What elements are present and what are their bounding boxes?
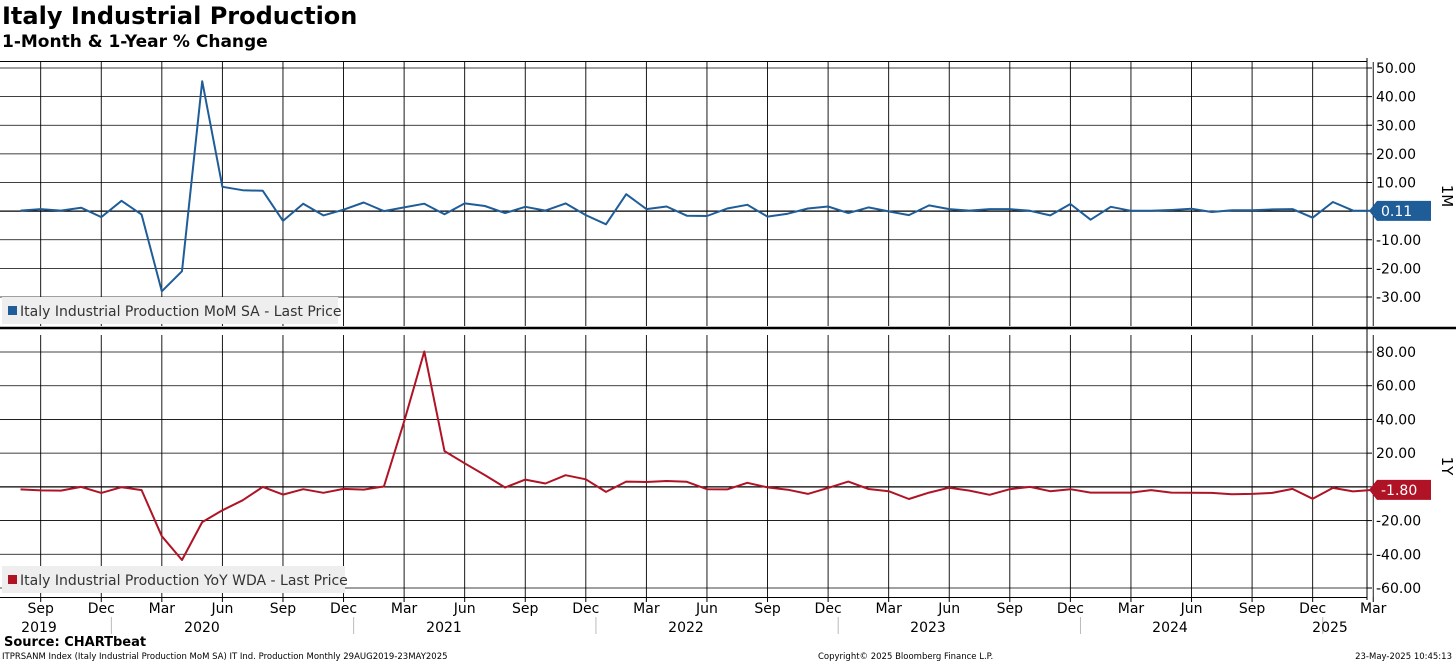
y-tick-label: 40.00: [1376, 90, 1416, 106]
y-tick-label: -10.00: [1376, 233, 1421, 249]
y-tick-label: -60.00: [1376, 581, 1421, 597]
x-month-label: Mar: [149, 601, 176, 617]
x-month-label: Jun: [210, 601, 233, 617]
chart-subtitle: 1-Month & 1-Year % Change: [2, 32, 268, 52]
x-month-label: Jun: [453, 601, 476, 617]
x-month-label: Sep: [997, 601, 1024, 617]
x-month-label: Dec: [88, 601, 115, 617]
chart-title: Italy Industrial Production: [2, 2, 358, 30]
y-tick-label: 30.00: [1376, 118, 1416, 134]
last-value-box: [1369, 479, 1431, 500]
grid: [0, 58, 1456, 600]
x-month-label: Mar: [633, 601, 660, 617]
last-value-label: 0.11: [1381, 204, 1412, 220]
last-value-label: -1.80: [1381, 483, 1417, 499]
legend-swatch: [8, 306, 17, 315]
series-line: [20, 350, 1374, 561]
x-month-label: Dec: [330, 601, 357, 617]
legend-box: [2, 566, 345, 593]
x-month-label: Dec: [1057, 601, 1084, 617]
y-tick-label: 80.00: [1376, 345, 1416, 361]
y-tick-label: 40.00: [1376, 412, 1416, 428]
x-month-label: Mar: [1360, 601, 1387, 617]
x-year-label: 2023: [910, 620, 946, 636]
x-month-label: Mar: [875, 601, 902, 617]
x-month-label: Sep: [1239, 601, 1266, 617]
footer-copyright: Copyright© 2025 Bloomberg Finance L.P.: [818, 652, 994, 662]
last-value-box: [1369, 200, 1431, 221]
x-month-label: Sep: [270, 601, 297, 617]
x-month-label: Dec: [815, 601, 842, 617]
x-month-label: Dec: [572, 601, 599, 617]
footer-left: ITPRSANM Index (Italy Industrial Product…: [2, 652, 448, 662]
footer-timestamp: 23-May-2025 10:45:13: [1355, 652, 1452, 662]
x-month-label: Sep: [27, 601, 54, 617]
x-year-label: 2022: [668, 620, 704, 636]
x-month-label: Dec: [1299, 601, 1326, 617]
x-month-label: Jun: [1180, 601, 1203, 617]
y-tick-label: -40.00: [1376, 547, 1421, 563]
x-year-label: 2025: [1312, 620, 1348, 636]
x-month-label: Jun: [695, 601, 718, 617]
panel-label: 1Y: [1438, 457, 1456, 477]
y-tick-label: 10.00: [1376, 176, 1416, 192]
source-note: Source: CHARTbeat: [4, 635, 147, 650]
y-tick-label: 50.00: [1376, 61, 1416, 77]
x-month-label: Mar: [1118, 601, 1145, 617]
panel-label: 1M: [1438, 185, 1456, 208]
y-tick-label: -20.00: [1376, 514, 1421, 530]
top-panel-mom: 50.0040.0030.0020.0010.000.00-10.00-20.0…: [0, 61, 1456, 324]
y-tick-label: 20.00: [1376, 446, 1416, 462]
x-month-label: Jun: [937, 601, 960, 617]
x-year-label: 2020: [184, 620, 220, 636]
x-axis: Sep Dec Mar Jun Sep Dec Mar Jun Sep Dec Mar Jun Sep D…: [21, 597, 1387, 636]
y-tick-label: 20.00: [1376, 147, 1416, 163]
legend-box: [2, 297, 338, 324]
y-tick-label: -30.00: [1376, 290, 1421, 306]
legend-swatch: [8, 575, 17, 584]
series-line: [20, 80, 1374, 293]
y-tick-label: 60.00: [1376, 379, 1416, 395]
bottom-panel-yoy: 80.0060.0040.0020.000.00-20.00-40.00-60.…: [0, 345, 1456, 597]
x-month-label: Mar: [391, 601, 418, 617]
x-year-label: 2024: [1152, 620, 1188, 636]
legend-label: Italy Industrial Production YoY WDA - La…: [20, 573, 348, 589]
x-month-label: Sep: [754, 601, 781, 617]
x-year-label: 2019: [21, 620, 57, 636]
x-year-label: 2021: [426, 620, 462, 636]
legend-label: Italy Industrial Production MoM SA - Las…: [20, 304, 341, 320]
x-month-label: Sep: [512, 601, 539, 617]
y-tick-label: -20.00: [1376, 261, 1421, 277]
